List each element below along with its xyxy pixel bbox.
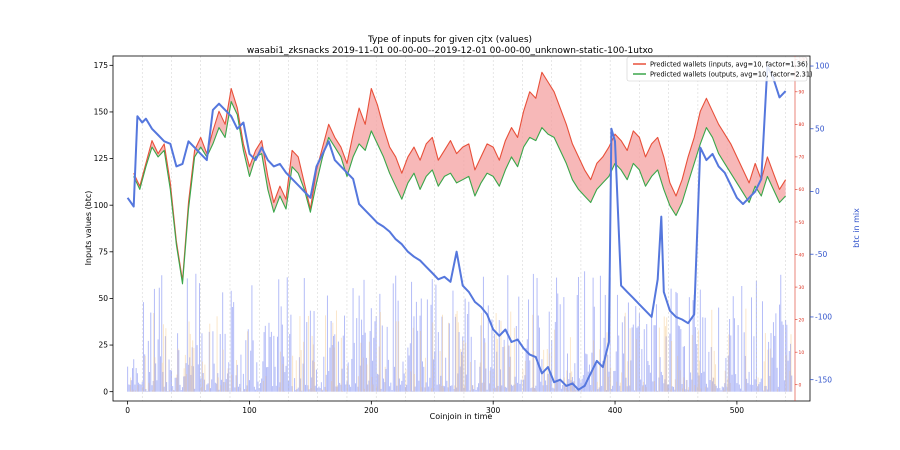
legend-label-inputs: Predicted wallets (inputs, avg=10, facto… [650, 61, 808, 69]
chart-title: Type of inputs for given cjtx (values) [367, 35, 532, 45]
y-tick-label: 0 [103, 387, 108, 396]
series-line-inputs [133, 71, 787, 282]
plot-frame [112, 55, 811, 402]
y2-tick-label: -150 [815, 375, 832, 384]
bars-layer [127, 271, 793, 392]
y3-tick-label: 80 [799, 122, 805, 128]
x-tick-label: 400 [608, 406, 623, 415]
y3-tick-label: 0 [799, 383, 802, 389]
lines-layer [126, 65, 787, 391]
x-axis: 0 100 200 300 400 500 [125, 401, 744, 415]
y3-tick-label: 70 [799, 155, 805, 161]
y-axis-left: 0 25 50 75 100 125 150 175 [94, 61, 113, 396]
series-line-outputs [133, 101, 787, 285]
y3-tick-label: 10 [799, 350, 805, 356]
x-tick-label: 0 [125, 406, 130, 415]
y3-tick-label: 30 [799, 285, 805, 291]
legend: Predicted wallets (inputs, avg=10, facto… [626, 56, 813, 82]
y3-tick-label: 20 [799, 317, 805, 323]
y3-tick-label: 60 [799, 187, 805, 193]
y-tick-label: 175 [94, 61, 109, 70]
y2-tick-label: -50 [815, 250, 827, 259]
y2-axis-label: btc in mix [852, 208, 861, 248]
legend-label-outputs: Predicted wallets (outputs, avg=10, fact… [650, 71, 813, 79]
chart-subtitle: wasabi1_zksnacks 2019-11-01 00-00-00--20… [247, 46, 654, 56]
x-axis-label: Coinjoin in time [430, 412, 493, 421]
fill-between-series [133, 72, 786, 284]
x-tick-label: 500 [730, 406, 745, 415]
y-tick-label: 125 [94, 154, 109, 163]
x-tick-label: 300 [486, 406, 501, 415]
y3-tick-label: 40 [799, 252, 805, 258]
y2-tick-label: 0 [815, 187, 820, 196]
y2-tick-label: 100 [815, 62, 830, 71]
y3-tick-label: 90 [799, 90, 805, 96]
series-line-btc-in-mix [126, 65, 787, 391]
x-tick-label: 100 [242, 406, 257, 415]
y2-tick-label: 50 [815, 124, 825, 133]
y-tick-label: 150 [94, 108, 109, 117]
x-tick-label: 200 [364, 406, 379, 415]
y-tick-label: 100 [94, 201, 109, 210]
y3-tick-label: 50 [799, 220, 805, 226]
y-axis-label: Inputs values (btc) [84, 191, 93, 266]
fill-layer [133, 72, 786, 284]
y-tick-label: 50 [98, 294, 108, 303]
y-tick-label: 25 [98, 341, 108, 350]
legend-box [626, 56, 808, 82]
y-axis-right: -150 -100 -50 0 50 100 [810, 62, 832, 384]
y2-tick-label: -100 [815, 313, 832, 322]
y-tick-label: 75 [98, 247, 108, 256]
